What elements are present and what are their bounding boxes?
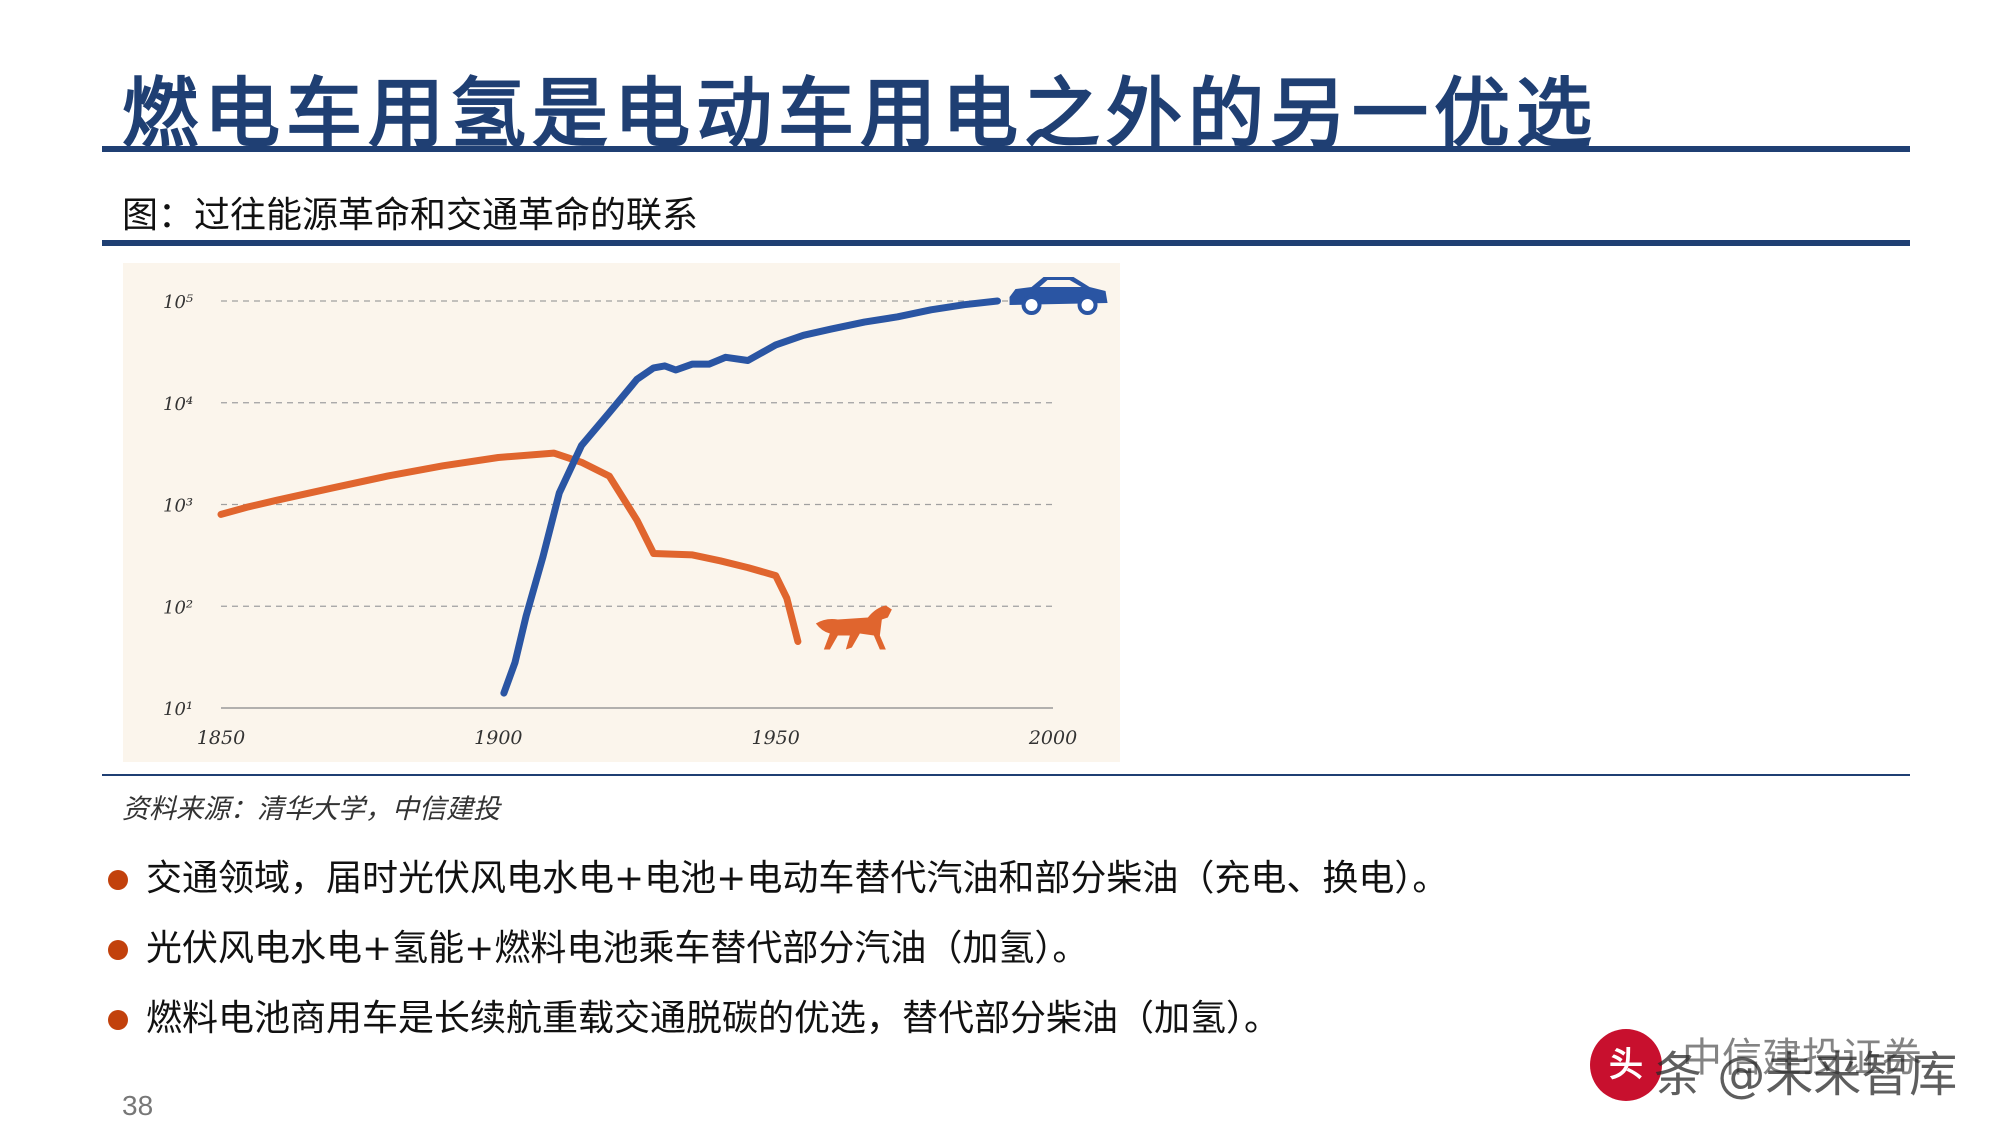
figure-caption: 图：过往能源革命和交通革命的联系 xyxy=(122,195,699,236)
horse-icon xyxy=(815,605,892,650)
car-icon xyxy=(1009,277,1108,315)
page-title: 燃电车用氢是电动车用电之外的另一优选 xyxy=(122,69,1598,158)
energy-transport-chart: 10¹ 10² 10³ 10⁴ 10⁵ 1850 1900 1950 2000 xyxy=(163,277,1108,749)
watermark-text: 条 @未来智库 xyxy=(1654,1047,1958,1103)
source-note: 资料来源：清华大学，中信建投 xyxy=(122,794,500,825)
x-tick-label: 2000 xyxy=(1028,727,1077,749)
chart-container: 10¹ 10² 10³ 10⁴ 10⁵ 1850 1900 1950 2000 xyxy=(123,263,1120,762)
bullet-dot-icon xyxy=(108,1010,128,1030)
bullet-item: 交通领域，届时光伏风电水电+电池+电动车替代汽油和部分柴油（充电、换电）。 xyxy=(108,850,1448,920)
bullet-item: 光伏风电水电+氢能+燃料电池乘车替代部分汽油（加氢）。 xyxy=(108,920,1448,990)
watermark-badge: 头 xyxy=(1590,1029,1662,1101)
bullet-dot-icon xyxy=(108,870,128,890)
bullet-dot-icon xyxy=(108,940,128,960)
x-tick-label: 1900 xyxy=(474,727,522,749)
x-tick-label: 1950 xyxy=(751,727,799,749)
bullet-text: 燃料电池商用车是长续航重载交通脱碳的优选，替代部分柴油（加氢）。 xyxy=(146,998,1281,1039)
watermark-overlay-text: 中信建投证券 xyxy=(1682,1035,1922,1081)
chart-bottom-rule xyxy=(102,774,1910,776)
y-tick-label: 10⁴ xyxy=(163,394,193,415)
bullet-text: 光伏风电水电+氢能+燃料电池乘车替代部分汽油（加氢）。 xyxy=(146,928,1089,969)
watermark: 头 中信建投证券 条 @未来智库 xyxy=(1590,1025,1990,1105)
title-underline xyxy=(102,146,1910,152)
bullet-item: 燃料电池商用车是长续航重载交通脱碳的优选，替代部分柴油（加氢）。 xyxy=(108,990,1448,1060)
car-series-line xyxy=(500,297,1001,697)
y-tick-label: 10¹ xyxy=(163,699,193,720)
y-tick-label: 10³ xyxy=(163,496,193,517)
x-tick-label: 1850 xyxy=(197,727,245,749)
page-number: 38 xyxy=(122,1090,154,1121)
y-tick-label: 10⁵ xyxy=(163,292,193,313)
y-tick-label: 10² xyxy=(163,597,193,618)
bullet-list: 交通领域，届时光伏风电水电+电池+电动车替代汽油和部分柴油（充电、换电）。 光伏… xyxy=(108,850,1448,1060)
caption-underline xyxy=(102,240,1910,246)
horse-series-line xyxy=(217,449,802,645)
bullet-text: 交通领域，届时光伏风电水电+电池+电动车替代汽油和部分柴油（充电、换电）。 xyxy=(146,858,1449,899)
